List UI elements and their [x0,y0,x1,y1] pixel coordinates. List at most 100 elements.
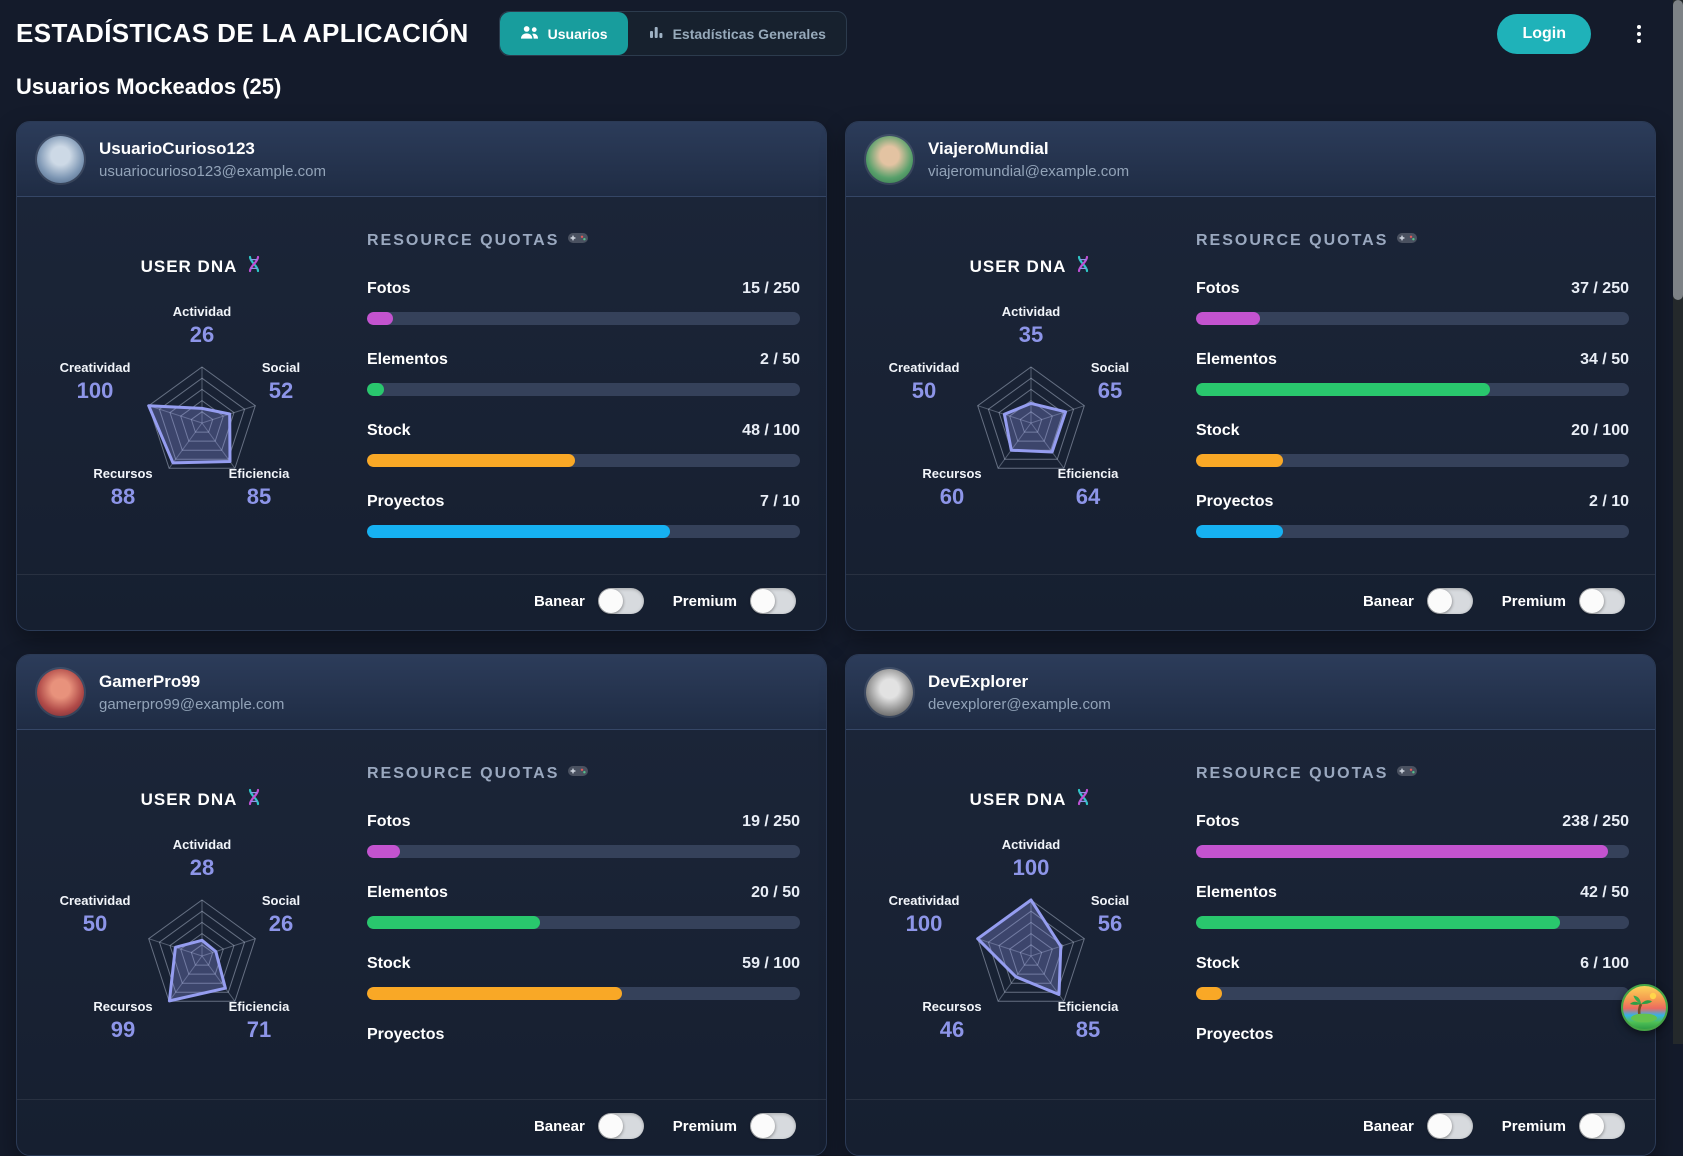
quota-label: Stock [1196,955,1240,973]
quota-row: Stock 59 / 100 [367,955,800,1000]
quota-value: 2 / 10 [1589,493,1629,511]
quota-label: Stock [367,422,411,440]
premium-toggle-label: Premium [673,593,737,610]
resource-quotas-section: RESOURCE QUOTAS Fotos 19 / 250 Elementos… [367,730,800,1089]
island-icon [1627,987,1663,1028]
premium-toggle[interactable] [750,1113,796,1139]
scrollbar-thumb[interactable] [1673,0,1683,300]
avatar [37,136,84,183]
quota-row: Fotos 15 / 250 [367,280,800,325]
user-dna-title: USER DNA [970,257,1067,277]
quota-value: 20 / 50 [751,884,800,902]
quota-row: Stock 20 / 100 [1196,422,1629,467]
axis-label: Actividad [866,304,1196,319]
resource-quotas-section: RESOURCE QUOTAS Fotos 15 / 250 Elementos… [367,197,800,564]
premium-toggle-label: Premium [1502,1118,1566,1135]
quota-row: Elementos 34 / 50 [1196,351,1629,396]
premium-toggle-label: Premium [1502,593,1566,610]
toggle-knob [751,589,775,613]
login-button[interactable]: Login [1497,14,1591,54]
quota-label: Stock [367,955,411,973]
tab-estadisticas-generales[interactable]: Estadísticas Generales [628,12,846,55]
premium-toggle[interactable] [1579,1113,1625,1139]
users-icon [520,24,539,43]
quota-row: Proyectos 7 / 10 [367,493,800,538]
toggle-knob [1580,1114,1604,1138]
avatar [37,669,84,716]
quota-progress-track [1196,312,1629,325]
quota-row: Elementos 2 / 50 [367,351,800,396]
premium-toggle[interactable] [1579,588,1625,614]
resource-quotas-title: RESOURCE QUOTAS [1196,765,1388,783]
user-email: devexplorer@example.com [928,696,1111,713]
quota-label: Elementos [367,884,448,902]
axis-label: Actividad [37,837,367,852]
axis-label: Actividad [866,837,1196,852]
quota-value: 7 / 10 [760,493,800,511]
scrollbar[interactable] [1673,0,1683,1044]
bar-chart-icon [648,24,664,43]
user-card: UsuarioCurioso123 usuariocurioso123@exam… [16,121,827,631]
quota-progress-track [367,454,800,467]
ban-toggle[interactable] [1427,588,1473,614]
user-card: DevExplorer devexplorer@example.com USER… [845,654,1656,1156]
quota-row: Proyectos [1196,1026,1629,1044]
ban-toggle-label: Banear [1363,593,1414,610]
quota-label: Elementos [367,351,448,369]
ban-toggle[interactable] [1427,1113,1473,1139]
tab-group: Usuarios Estadísticas Generales [499,11,847,56]
quota-row: Proyectos [367,1026,800,1044]
ban-toggle[interactable] [598,1113,644,1139]
user-email: viajeromundial@example.com [928,163,1129,180]
quota-label: Elementos [1196,884,1277,902]
user-card-body: USER DNA Actividad 35 [846,197,1655,564]
quota-progress-track [1196,916,1629,929]
resource-quotas-title: RESOURCE QUOTAS [367,765,559,783]
quota-progress-track [1196,845,1629,858]
quota-row: Fotos 19 / 250 [367,813,800,858]
quota-progress-track [367,525,800,538]
quota-value: 238 / 250 [1562,813,1629,831]
radar-polygon [936,871,1126,1046]
quota-value: 42 / 50 [1580,884,1629,902]
island-icon-fab[interactable] [1621,984,1668,1031]
quota-progress-fill [367,312,393,325]
quota-value: 34 / 50 [1580,351,1629,369]
quota-label: Elementos [1196,351,1277,369]
toggle-knob [1428,1114,1452,1138]
quota-progress-track [1196,454,1629,467]
quota-row: Fotos 37 / 250 [1196,280,1629,325]
user-email: gamerpro99@example.com [99,696,284,713]
user-card-body: USER DNA Actividad 26 [17,197,826,564]
quota-label: Proyectos [1196,1026,1273,1044]
user-card-header: UsuarioCurioso123 usuariocurioso123@exam… [17,122,826,197]
quota-label: Fotos [367,280,411,298]
user-email: usuariocurioso123@example.com [99,163,326,180]
dna-icon [1074,788,1092,811]
toggle-knob [599,589,623,613]
quota-row: Elementos 42 / 50 [1196,884,1629,929]
quota-rows: Fotos 238 / 250 Elementos 42 / 50 Stock … [1196,813,1629,1044]
quota-row: Stock 48 / 100 [367,422,800,467]
user-dna-section: USER DNA Actividad 26 [37,197,367,564]
quota-label: Proyectos [1196,493,1273,511]
premium-toggle[interactable] [750,588,796,614]
user-card-header: DevExplorer devexplorer@example.com [846,655,1655,730]
username: ViajeroMundial [928,139,1129,159]
gamepad-icon [568,764,588,783]
quota-label: Fotos [1196,280,1240,298]
quota-value: 2 / 50 [760,351,800,369]
user-card: ViajeroMundial viajeromundial@example.co… [845,121,1656,631]
dna-icon [245,788,263,811]
user-dna-title: USER DNA [141,257,238,277]
radar-chart: Actividad 100 Social 56 Eficiencia 85 Re… [866,837,1196,1089]
kebab-menu-icon[interactable] [1637,25,1641,43]
user-card-header: ViajeroMundial viajeromundial@example.co… [846,122,1655,197]
radar-chart: Actividad 26 Social 52 Eficiencia 85 Rec… [37,304,367,556]
user-card-footer: Banear Premium [17,1099,826,1155]
quota-progress-fill [1196,987,1222,1000]
ban-toggle[interactable] [598,588,644,614]
tab-usuarios[interactable]: Usuarios [500,12,628,55]
username: UsuarioCurioso123 [99,139,326,159]
quota-progress-fill [1196,525,1283,538]
